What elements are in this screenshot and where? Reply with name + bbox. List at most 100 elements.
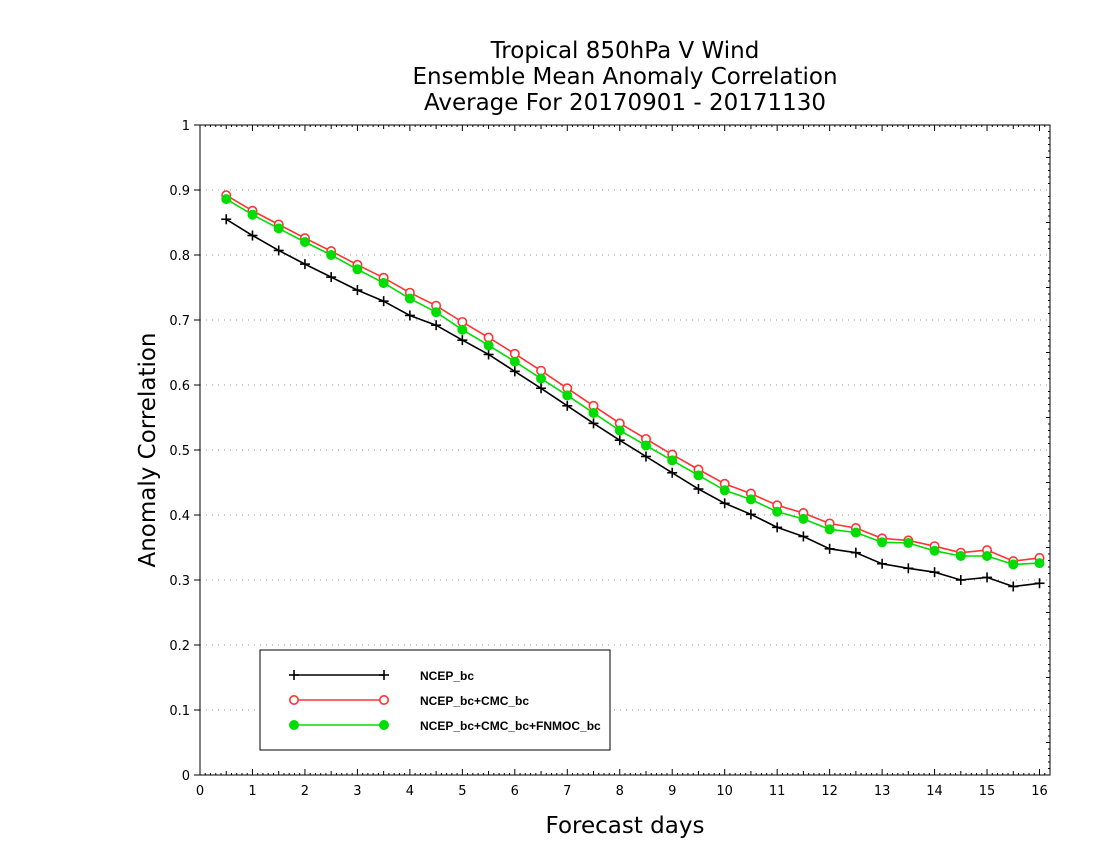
- y-tick-label: 1: [182, 119, 190, 134]
- data-point-ncep-bc: [221, 214, 232, 225]
- legend-marker-ncep-bc: [379, 670, 389, 680]
- chart-title-line-2: Ensemble Mean Anomaly Correlation: [412, 64, 837, 90]
- data-point-ncep-bc: [1034, 578, 1045, 589]
- x-tick-label: 14: [926, 784, 943, 799]
- x-tick-label: 10: [716, 784, 733, 799]
- data-point-ncep-bc: [745, 509, 756, 520]
- series-ncep-bc-cmc-bc: [221, 190, 1045, 567]
- data-point-ncep-bc: [431, 320, 442, 331]
- data-point-ncep-bc-cmc-bc-fnmoc-bc: [1034, 558, 1045, 569]
- data-point-ncep-bc: [824, 543, 835, 554]
- legend: NCEP_bc NCEP_bc+CMC_bc NCEP_bc+CMC_bc+FN…: [259, 649, 611, 751]
- y-tick-label: 0: [182, 769, 190, 784]
- data-point-ncep-bc-cmc-bc-fnmoc-bc: [221, 194, 232, 205]
- legend-label-ncep-bc-cmc-bc-fnmoc-bc: NCEP_bc+CMC_bc+FNMOC_bc: [420, 719, 601, 733]
- data-point-ncep-bc: [378, 296, 389, 307]
- x-tick-label: 12: [821, 784, 838, 799]
- x-tick-label: 8: [616, 784, 624, 799]
- data-point-ncep-bc-cmc-bc-fnmoc-bc: [247, 209, 258, 220]
- x-tick-label: 6: [511, 784, 519, 799]
- data-point-ncep-bc-cmc-bc-fnmoc-bc: [955, 550, 966, 561]
- data-point-ncep-bc: [404, 310, 415, 321]
- series-ncep-bc: [221, 214, 1045, 592]
- data-point-ncep-bc-cmc-bc-fnmoc-bc: [929, 545, 940, 556]
- x-tick-label: 15: [979, 784, 996, 799]
- x-tick-label: 13: [874, 784, 891, 799]
- x-tick-label: 4: [406, 784, 414, 799]
- data-point-ncep-bc: [588, 418, 599, 429]
- data-point-ncep-bc-cmc-bc-fnmoc-bc: [982, 550, 993, 561]
- data-point-ncep-bc-cmc-bc-fnmoc-bc: [299, 237, 310, 247]
- data-point-ncep-bc-cmc-bc-fnmoc-bc: [772, 506, 783, 517]
- data-point-ncep-bc: [929, 567, 940, 578]
- data-point-ncep-bc-cmc-bc-fnmoc-bc: [536, 373, 547, 384]
- y-tick-label: 0.3: [169, 574, 190, 589]
- legend-marker-ncep-bc: [289, 670, 299, 680]
- data-point-ncep-bc-cmc-bc-fnmoc-bc: [352, 264, 363, 275]
- legend-label-ncep-bc: NCEP_bc: [420, 669, 474, 683]
- x-tick-label: 3: [353, 784, 361, 799]
- data-point-ncep-bc: [536, 383, 547, 394]
- grid: [200, 189, 1050, 711]
- data-point-ncep-bc: [457, 335, 468, 346]
- data-point-ncep-bc: [719, 498, 730, 509]
- data-point-ncep-bc: [1008, 581, 1019, 592]
- x-tick-label: 9: [668, 784, 676, 799]
- data-point-ncep-bc-cmc-bc-fnmoc-bc: [588, 407, 599, 418]
- data-point-ncep-bc-cmc-bc-fnmoc-bc: [273, 223, 284, 234]
- data-point-ncep-bc: [982, 572, 993, 583]
- y-tick-label: 0.5: [169, 444, 190, 459]
- data-point-ncep-bc: [509, 366, 520, 377]
- data-point-ncep-bc: [667, 467, 678, 478]
- chart-title-line-3: Average For 20170901 - 20171130: [424, 90, 826, 116]
- data-point-ncep-bc-cmc-bc-fnmoc-bc: [614, 425, 625, 436]
- data-point-ncep-bc-cmc-bc-fnmoc-bc: [824, 524, 835, 535]
- data-point-ncep-bc-cmc-bc-fnmoc-bc: [457, 324, 468, 335]
- data-point-ncep-bc: [273, 245, 284, 256]
- data-point-ncep-bc-cmc-bc-fnmoc-bc: [326, 250, 337, 260]
- data-point-ncep-bc-cmc-bc-fnmoc-bc: [640, 440, 651, 451]
- y-tick-label: 0.1: [169, 704, 190, 719]
- x-tick-label: 5: [458, 784, 466, 799]
- x-tick-label: 7: [563, 784, 571, 799]
- data-point-ncep-bc-cmc-bc-fnmoc-bc: [903, 537, 914, 548]
- data-point-ncep-bc: [614, 435, 625, 446]
- y-tick-label: 0.2: [169, 639, 190, 654]
- data-point-ncep-bc: [850, 547, 861, 558]
- data-point-ncep-bc: [483, 349, 494, 360]
- data-point-ncep-bc-cmc-bc-fnmoc-bc: [745, 494, 756, 505]
- data-point-ncep-bc: [299, 259, 310, 270]
- y-tick-label: 0.4: [169, 509, 190, 524]
- x-tick-label: 0: [196, 784, 204, 799]
- data-point-ncep-bc: [877, 558, 888, 569]
- series-lines: [221, 190, 1045, 592]
- data-point-ncep-bc: [693, 484, 704, 494]
- data-point-ncep-bc: [640, 451, 651, 462]
- data-point-ncep-bc-cmc-bc-fnmoc-bc: [1008, 559, 1019, 570]
- series-line-ncep-bc: [225, 218, 1040, 588]
- data-point-ncep-bc: [352, 285, 363, 296]
- data-point-ncep-bc: [326, 272, 337, 283]
- legend-samples: [288, 670, 389, 730]
- y-tick-label: 0.7: [169, 314, 190, 329]
- data-point-ncep-bc-cmc-bc-fnmoc-bc: [667, 455, 678, 466]
- data-point-ncep-bc-cmc-bc-fnmoc-bc: [693, 470, 704, 481]
- data-point-ncep-bc: [562, 400, 573, 411]
- data-point-ncep-bc-cmc-bc-fnmoc-bc: [798, 513, 809, 524]
- series-ncep-bc-cmc-bc-fnmoc-bc: [221, 194, 1045, 570]
- chart-title-line-1: Tropical 850hPa V Wind: [490, 38, 760, 64]
- legend-marker-ncep-bc-cmc-bc-fnmoc-bc: [379, 720, 389, 730]
- data-point-ncep-bc: [798, 531, 809, 542]
- data-point-ncep-bc-cmc-bc-fnmoc-bc: [431, 307, 442, 318]
- x-tick-label: 1: [248, 784, 256, 799]
- x-axis-label: Forecast days: [546, 813, 705, 839]
- data-point-ncep-bc-cmc-bc-fnmoc-bc: [562, 390, 573, 401]
- x-tick-label: 16: [1031, 784, 1048, 799]
- series-line-ncep-bc-cmc-bc-fnmoc-bc: [225, 198, 1040, 566]
- data-point-ncep-bc-cmc-bc-fnmoc-bc: [404, 293, 415, 304]
- axis-ticks: 00.10.20.30.40.50.60.70.80.910 1 2 3 4 5 6 7 8 9 1…: [169, 119, 1051, 799]
- legend-label-ncep-bc-cmc-bc: NCEP_bc+CMC_bc: [420, 694, 529, 708]
- data-point-ncep-bc-cmc-bc-fnmoc-bc: [719, 485, 730, 496]
- data-point-ncep-bc: [772, 522, 783, 533]
